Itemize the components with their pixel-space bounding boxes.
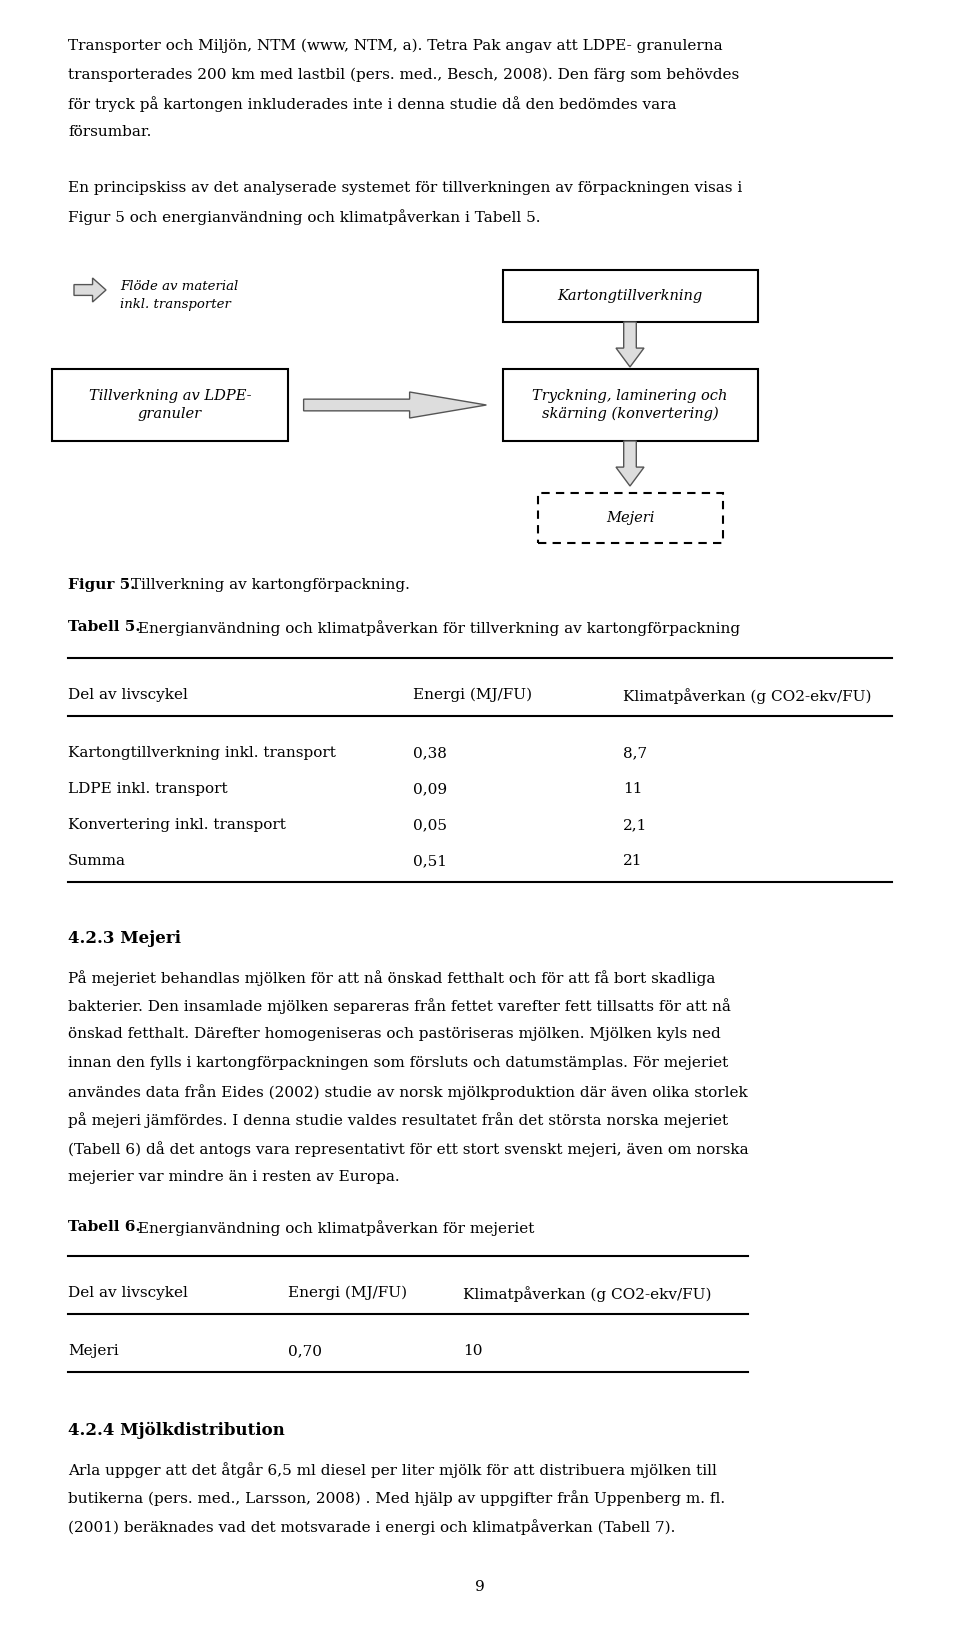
Text: Klimatpåverkan (g CO2-ekv/FU): Klimatpåverkan (g CO2-ekv/FU) (623, 687, 872, 704)
Text: Energi (MJ/FU): Energi (MJ/FU) (288, 1285, 407, 1300)
Text: butikerna (pers. med., Larsson, 2008) . Med hjälp av uppgifter från Uppenberg m.: butikerna (pers. med., Larsson, 2008) . … (68, 1491, 725, 1507)
Text: försumbar.: försumbar. (68, 124, 152, 138)
Bar (502, 270, 757, 323)
Text: Mejeri: Mejeri (606, 512, 654, 525)
Polygon shape (616, 441, 644, 485)
Text: Tryckning, laminering och
skärning (konvertering): Tryckning, laminering och skärning (konv… (532, 389, 728, 422)
Text: mejerier var mindre än i resten av Europa.: mejerier var mindre än i resten av Europ… (68, 1170, 399, 1184)
Text: 8,7: 8,7 (623, 746, 647, 761)
Text: Tabell 6.: Tabell 6. (68, 1220, 141, 1235)
Text: Tabell 5.: Tabell 5. (68, 621, 140, 634)
Text: användes data från Eides (2002) studie av norsk mjölkproduktion där även olika s: användes data från Eides (2002) studie a… (68, 1083, 748, 1100)
Text: 4.2.4 Mjölkdistribution: 4.2.4 Mjölkdistribution (68, 1422, 285, 1438)
Text: 0,05: 0,05 (413, 818, 447, 832)
Text: 0,09: 0,09 (413, 782, 447, 797)
Text: önskad fetthalt. Därefter homogeniseras och pastöriseras mjölken. Mjölken kyls n: önskad fetthalt. Därefter homogeniseras … (68, 1026, 721, 1041)
Polygon shape (303, 393, 487, 419)
Text: Kartongtillverkning: Kartongtillverkning (558, 288, 703, 303)
Text: Arla uppger att det åtgår 6,5 ml diesel per liter mjölk för att distribuera mjöl: Arla uppger att det åtgår 6,5 ml diesel … (68, 1461, 717, 1478)
Text: 9: 9 (475, 1580, 485, 1595)
Text: 2,1: 2,1 (623, 818, 647, 832)
Polygon shape (74, 279, 106, 301)
Text: på mejeri jämfördes. I denna studie valdes resultatet från det största norska me: på mejeri jämfördes. I denna studie vald… (68, 1113, 728, 1129)
Text: innan den fylls i kartongförpackningen som försluts och datumstämplas. För mejer: innan den fylls i kartongförpackningen s… (68, 1056, 729, 1070)
Text: LDPE inkl. transport: LDPE inkl. transport (68, 782, 228, 797)
Text: inkl. transporter: inkl. transporter (120, 298, 230, 311)
Text: Energianvändning och klimatpåverkan för mejeriet: Energianvändning och klimatpåverkan för … (133, 1220, 535, 1236)
Text: (Tabell 6) då det antogs vara representativt för ett stort svenskt mejeri, även : (Tabell 6) då det antogs vara representa… (68, 1140, 749, 1157)
Text: Kartongtillverkning inkl. transport: Kartongtillverkning inkl. transport (68, 746, 336, 761)
Bar (53, 370, 287, 441)
Text: På mejeriet behandlas mjölken för att nå önskad fetthalt och för att få bort ska: På mejeriet behandlas mjölken för att nå… (68, 969, 715, 986)
Text: Flöde av material: Flöde av material (120, 280, 238, 293)
Text: Transporter och Miljön, NTM (www, NTM, a). Tetra Pak angav att LDPE- granulerna: Transporter och Miljön, NTM (www, NTM, a… (68, 39, 723, 54)
Text: Konvertering inkl. transport: Konvertering inkl. transport (68, 818, 286, 832)
Text: Tillverkning av LDPE-
granuler: Tillverkning av LDPE- granuler (88, 389, 252, 422)
Text: 0,70: 0,70 (288, 1344, 322, 1359)
Bar (502, 370, 757, 441)
Polygon shape (616, 323, 644, 367)
Text: 0,38: 0,38 (413, 746, 446, 761)
Text: Mejeri: Mejeri (68, 1344, 119, 1359)
Text: för tryck på kartongen inkluderades inte i denna studie då den bedömdes vara: för tryck på kartongen inkluderades inte… (68, 96, 677, 112)
Text: Klimatpåverkan (g CO2-ekv/FU): Klimatpåverkan (g CO2-ekv/FU) (463, 1285, 711, 1302)
Text: Energi (MJ/FU): Energi (MJ/FU) (413, 687, 532, 702)
Text: Tillverkning av kartongförpackning.: Tillverkning av kartongförpackning. (126, 578, 410, 591)
Text: Summa: Summa (68, 854, 126, 868)
Text: 0,51: 0,51 (413, 854, 447, 868)
Text: Del av livscykel: Del av livscykel (68, 1285, 188, 1300)
Text: transporterades 200 km med lastbil (pers. med., Besch, 2008). Den färg som behöv: transporterades 200 km med lastbil (pers… (68, 67, 739, 81)
Text: Figur 5.: Figur 5. (68, 578, 135, 591)
Text: Energianvändning och klimatpåverkan för tillverkning av kartongförpackning: Energianvändning och klimatpåverkan för … (133, 621, 740, 635)
Text: bakterier. Den insamlade mjölken separeras från fettet varefter fett tillsatts f: bakterier. Den insamlade mjölken separer… (68, 999, 731, 1015)
Text: 10: 10 (463, 1344, 483, 1359)
Bar (538, 494, 723, 542)
Text: 4.2.3 Mejeri: 4.2.3 Mejeri (68, 930, 181, 946)
Text: Del av livscykel: Del av livscykel (68, 687, 188, 702)
Text: Figur 5 och energianvändning och klimatpåverkan i Tabell 5.: Figur 5 och energianvändning och klimatp… (68, 210, 540, 225)
Text: 21: 21 (623, 854, 642, 868)
Text: (2001) beräknades vad det motsvarade i energi och klimatpåverkan (Tabell 7).: (2001) beräknades vad det motsvarade i e… (68, 1518, 676, 1535)
Text: En principskiss av det analyserade systemet för tillverkningen av förpackningen : En principskiss av det analyserade syste… (68, 181, 742, 195)
Text: 11: 11 (623, 782, 642, 797)
